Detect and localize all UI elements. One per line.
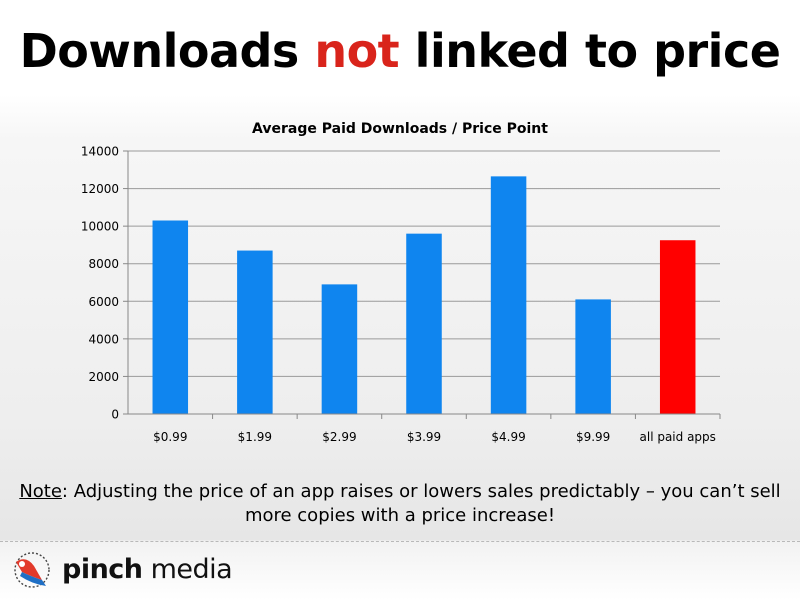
y-tick-label: 10000 — [81, 220, 119, 234]
bar — [237, 250, 273, 414]
y-tick-label: 14000 — [81, 145, 119, 159]
y-tick-label: 4000 — [88, 332, 119, 346]
y-axis-ticks: 0 2000 4000 6000 8000 10000 12000 14000 — [81, 145, 119, 422]
note-text: Note: Adjusting the price of an app rais… — [0, 480, 800, 528]
logo-word-media: media — [142, 554, 233, 585]
bar — [575, 299, 611, 414]
footer-divider — [0, 541, 800, 542]
bar-chart: Average Paid Downloads / Price Point 0 20… — [81, 121, 721, 444]
x-tick-label: $4.99 — [491, 430, 525, 444]
title-part-2: linked to price — [399, 24, 781, 78]
slide-title: Downloads not linked to price — [0, 24, 800, 78]
y-tick-label: 2000 — [88, 370, 119, 384]
x-tick-label: $2.99 — [322, 430, 356, 444]
bar — [406, 233, 442, 414]
y-tick-label: 0 — [111, 408, 119, 422]
x-tick-label: $0.99 — [153, 430, 187, 444]
title-part-1: Downloads — [19, 24, 315, 78]
bar — [659, 240, 696, 414]
y-tick-label: 6000 — [88, 295, 119, 309]
x-axis-ticks: $0.99 $1.99 $2.99 $3.99 $4.99 $9.99 all paid a… — [153, 414, 721, 444]
x-tick-label: $1.99 — [238, 430, 272, 444]
y-tick-label: 12000 — [81, 182, 119, 196]
note-body: : Adjusting the price of an app raises o… — [61, 481, 781, 526]
pinch-media-logo: pinch media — [12, 550, 272, 592]
pinch-logo-icon — [14, 552, 50, 588]
logo-wordmark: pinch media — [62, 554, 233, 585]
title-accent-word: not — [314, 24, 400, 78]
bars — [152, 176, 696, 414]
x-tick-label: all paid apps — [640, 430, 716, 444]
x-tick-label: $9.99 — [576, 430, 610, 444]
x-tick-label: $3.99 — [407, 430, 441, 444]
chart-title: Average Paid Downloads / Price Point — [252, 121, 548, 137]
bar — [321, 284, 358, 414]
logo-word-pinch: pinch — [62, 554, 143, 585]
y-tick-label: 8000 — [88, 257, 119, 271]
note-label: Note — [19, 481, 62, 502]
bar — [152, 220, 189, 414]
bar — [490, 176, 527, 414]
